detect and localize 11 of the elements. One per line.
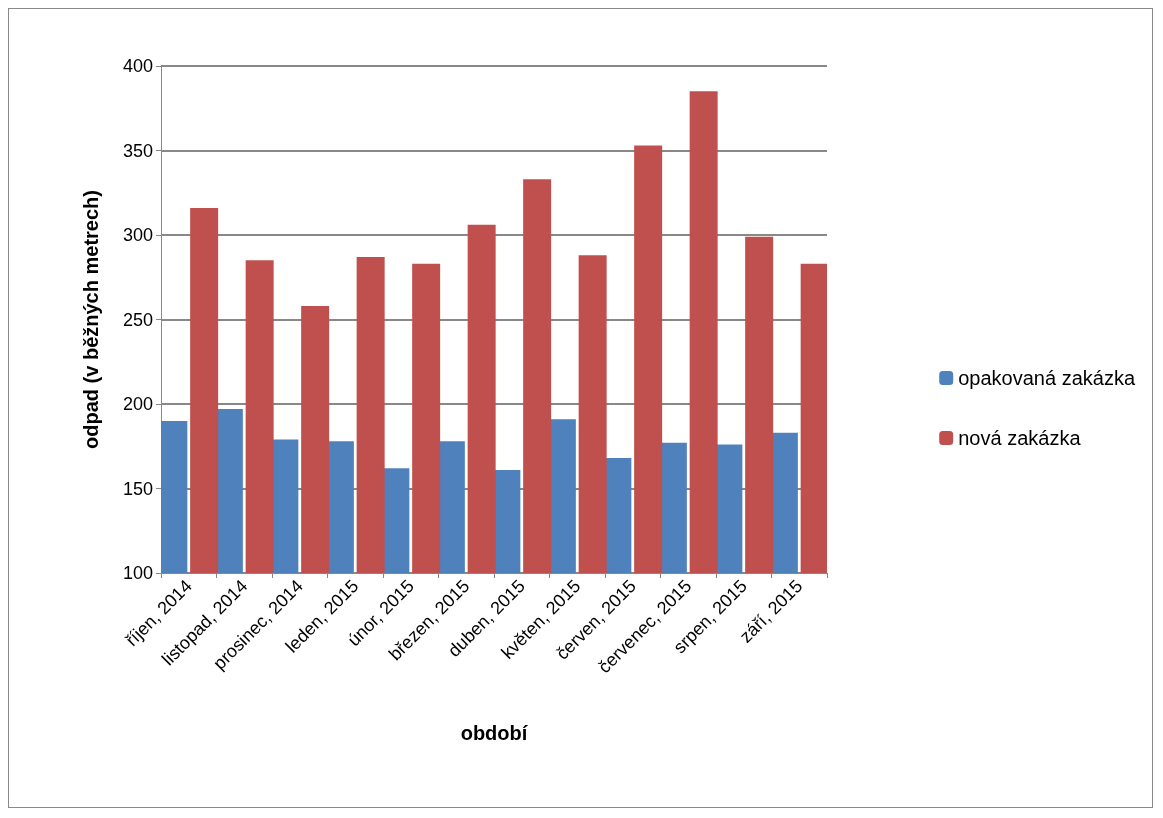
x-axis-title: období: [460, 722, 529, 744]
y-tick-label: 350: [122, 140, 153, 161]
legend-label: nová zakázka: [958, 427, 1082, 449]
y-tick-label: 100: [122, 563, 153, 583]
legend-label: opakovaná zakázka: [958, 367, 1136, 389]
y-tick-label: 300: [122, 225, 153, 245]
y-tick-label: 400: [122, 56, 153, 76]
y-tick-label: 250: [122, 309, 153, 330]
y-tick-label: 150: [122, 478, 153, 499]
y-axis-title: odpad (v běžných metrech): [80, 190, 102, 449]
y-tick-label: 200: [122, 394, 153, 414]
